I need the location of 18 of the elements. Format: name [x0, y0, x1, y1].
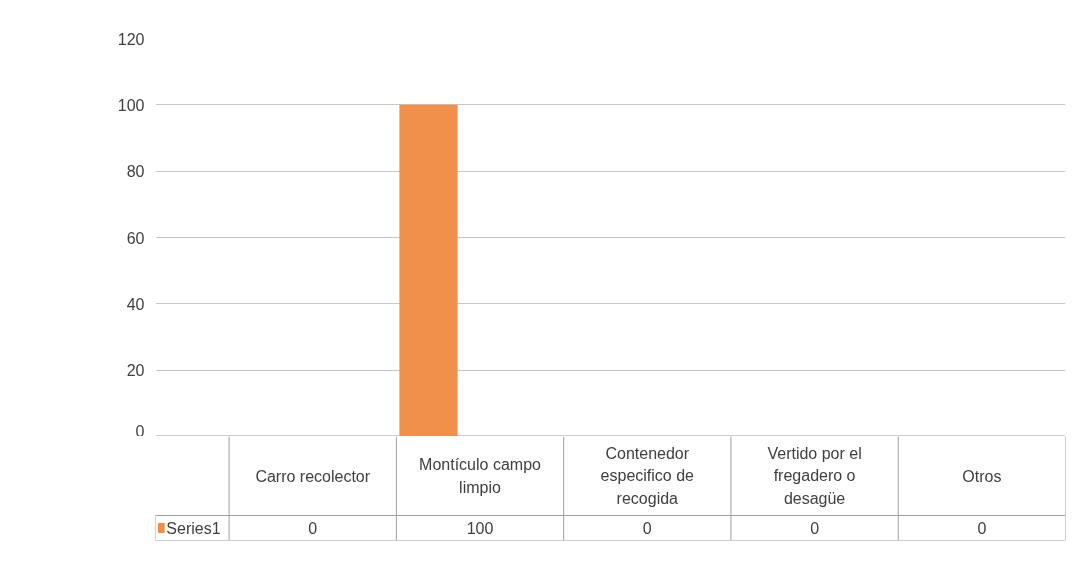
data-label: 0 [977, 520, 987, 537]
y-tick-label: 0 [135, 422, 145, 440]
y-tick-label: 100 [117, 96, 145, 114]
y-tick-label: 60 [126, 229, 145, 247]
y-tick-label: 40 [126, 295, 145, 313]
y-tick-label: 80 [126, 163, 145, 181]
data-label: 0 [810, 520, 820, 537]
x-tick-label: Montículo campo limpio [419, 456, 542, 496]
legend-label: Series1 [166, 519, 221, 537]
x-tick-label: Contenedor especifico de recogida [600, 445, 695, 507]
y-tick-label: 20 [126, 362, 145, 380]
x-tick-label: Otros [962, 467, 1002, 485]
x-tick-label: Carro recolector [255, 467, 371, 485]
x-tick-label: Vertido por el fregadero o desagüe [767, 445, 862, 507]
data-label: 0 [642, 520, 652, 537]
data-label: 0 [308, 520, 318, 537]
data-label: 100 [466, 520, 494, 537]
y-tick-label: 120 [117, 30, 145, 48]
